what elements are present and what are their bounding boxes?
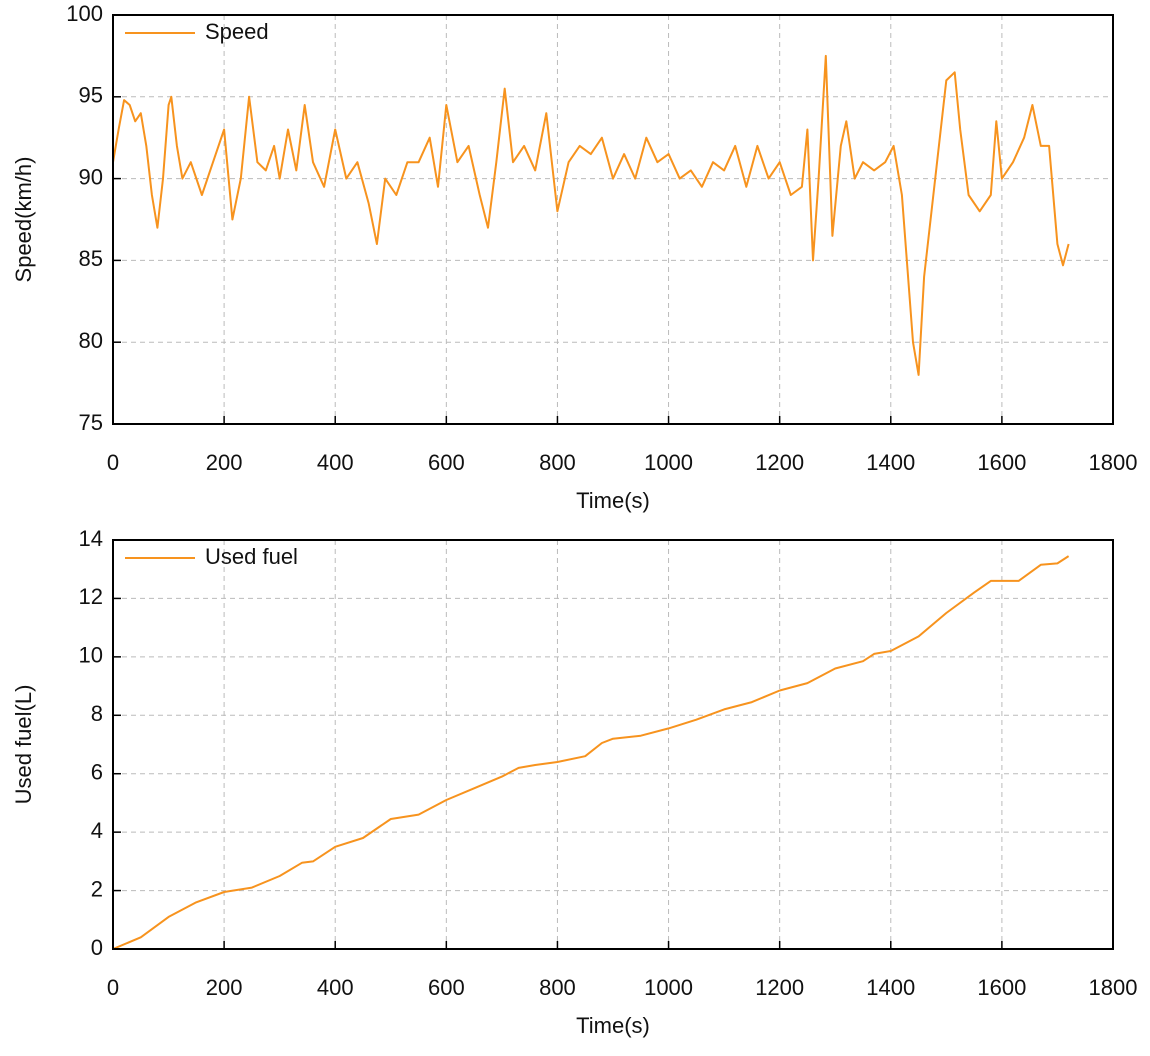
y-tick-label: 10 [79, 643, 103, 668]
x-tick-label: 1600 [977, 450, 1026, 475]
plot-frame [112, 539, 1114, 950]
legend-label: Speed [205, 19, 269, 44]
x-tick-label: 600 [428, 450, 465, 475]
data-line [112, 555, 1070, 950]
x-tick-label: 1200 [755, 975, 804, 1000]
x-tick-label: 1400 [866, 450, 915, 475]
y-tick-label: 2 [91, 876, 103, 901]
x-tick-label: 1800 [1089, 450, 1138, 475]
x-tick-label: 800 [539, 975, 576, 1000]
y-tick-label: 95 [79, 83, 103, 108]
y-tick-label: 80 [79, 328, 103, 353]
x-tick-label: 400 [317, 450, 354, 475]
y-tick-label: 0 [91, 935, 103, 960]
x-tick-label: 0 [107, 450, 119, 475]
x-axis-label: Time(s) [576, 1013, 650, 1038]
y-tick-label: 75 [79, 410, 103, 435]
x-tick-label: 1400 [866, 975, 915, 1000]
x-tick-label: 1800 [1089, 975, 1138, 1000]
legend-label: Used fuel [205, 544, 298, 569]
y-tick-label: 90 [79, 164, 103, 189]
y-tick-label: 100 [66, 1, 103, 26]
x-tick-label: 1000 [644, 975, 693, 1000]
y-tick-label: 12 [79, 584, 103, 609]
x-tick-label: 400 [317, 975, 354, 1000]
x-tick-label: 1200 [755, 450, 804, 475]
y-tick-label: 85 [79, 246, 103, 271]
x-tick-label: 0 [107, 975, 119, 1000]
plot-frame [112, 14, 1114, 425]
y-axis-label: Used fuel(L) [11, 685, 36, 805]
y-tick-label: 6 [91, 760, 103, 785]
data-line [112, 54, 1070, 376]
x-tick-label: 1000 [644, 450, 693, 475]
y-tick-label: 14 [79, 526, 103, 551]
x-axis-label: Time(s) [576, 488, 650, 513]
y-tick-label: 8 [91, 701, 103, 726]
x-tick-label: 1600 [977, 975, 1026, 1000]
x-tick-label: 200 [206, 975, 243, 1000]
x-tick-label: 200 [206, 450, 243, 475]
x-tick-label: 800 [539, 450, 576, 475]
x-tick-label: 600 [428, 975, 465, 1000]
y-axis-label: Speed(km/h) [11, 157, 36, 283]
y-tick-label: 4 [91, 818, 103, 843]
